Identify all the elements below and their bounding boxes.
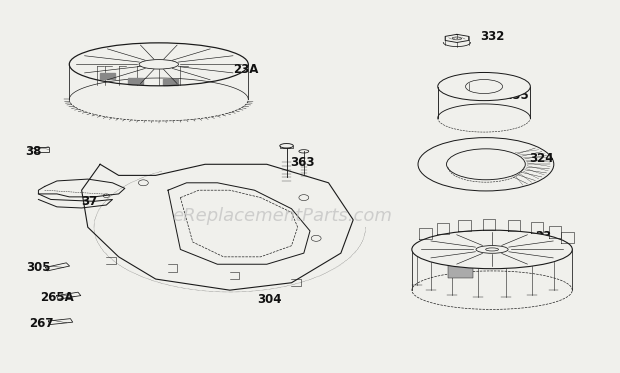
Ellipse shape (412, 230, 572, 269)
Ellipse shape (438, 72, 530, 101)
Text: 363: 363 (290, 156, 315, 169)
Text: 23: 23 (535, 230, 552, 243)
Text: 265A: 265A (40, 291, 73, 304)
Text: 332: 332 (480, 30, 504, 43)
Text: 38: 38 (25, 145, 41, 158)
Text: 304: 304 (257, 293, 282, 306)
Text: 37: 37 (82, 195, 98, 208)
Text: 324: 324 (529, 152, 554, 165)
Bar (163, 79, 178, 85)
Text: 267: 267 (29, 317, 54, 330)
Ellipse shape (446, 149, 525, 180)
Ellipse shape (418, 138, 554, 191)
Text: eReplacementParts.com: eReplacementParts.com (172, 207, 392, 225)
Ellipse shape (466, 79, 503, 94)
Text: 455: 455 (505, 89, 529, 102)
Bar (100, 73, 115, 79)
Ellipse shape (476, 245, 508, 253)
Ellipse shape (139, 60, 179, 69)
Bar (128, 78, 143, 84)
Text: 23A: 23A (233, 63, 258, 76)
Ellipse shape (280, 144, 293, 148)
Text: 305: 305 (26, 261, 51, 275)
Ellipse shape (299, 150, 309, 153)
Bar (35, 147, 49, 153)
Bar (448, 261, 472, 278)
